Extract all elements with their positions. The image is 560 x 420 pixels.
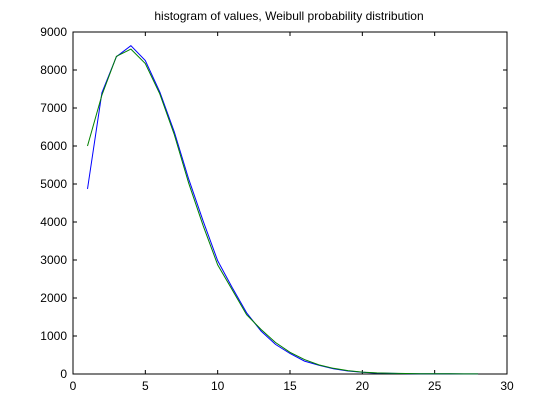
- x-tick-label: 5: [142, 379, 149, 393]
- x-tick-label: 30: [500, 379, 514, 393]
- x-axis: 0 5 10 15 20 25 30: [70, 32, 514, 393]
- y-tick-label: 7000: [40, 101, 67, 115]
- plot-area: [72, 31, 508, 375]
- y-tick-label: 6000: [40, 139, 67, 153]
- x-tick-label: 10: [211, 379, 225, 393]
- y-tick-label: 9000: [40, 25, 67, 39]
- series-line-2: [87, 48, 479, 375]
- y-tick-label: 0: [60, 367, 67, 381]
- x-tick-label: 15: [283, 379, 297, 393]
- series-layer: [87, 45, 479, 375]
- y-tick-label: 3000: [40, 253, 67, 267]
- chart-title: histogram of values, Weibull probability…: [154, 9, 423, 23]
- y-axis: 0 1000 2000 3000 4000 5000 6000 7000 8000 9000: [40, 25, 507, 381]
- y-tick-label: 5000: [40, 177, 67, 191]
- y-tick-label: 2000: [40, 291, 67, 305]
- x-tick-label: 0: [70, 379, 77, 393]
- y-tick-label: 4000: [40, 215, 67, 229]
- y-tick-label: 8000: [40, 63, 67, 77]
- x-tick-label: 25: [428, 379, 442, 393]
- x-tick-label: 20: [356, 379, 370, 393]
- y-tick-label: 1000: [40, 329, 67, 343]
